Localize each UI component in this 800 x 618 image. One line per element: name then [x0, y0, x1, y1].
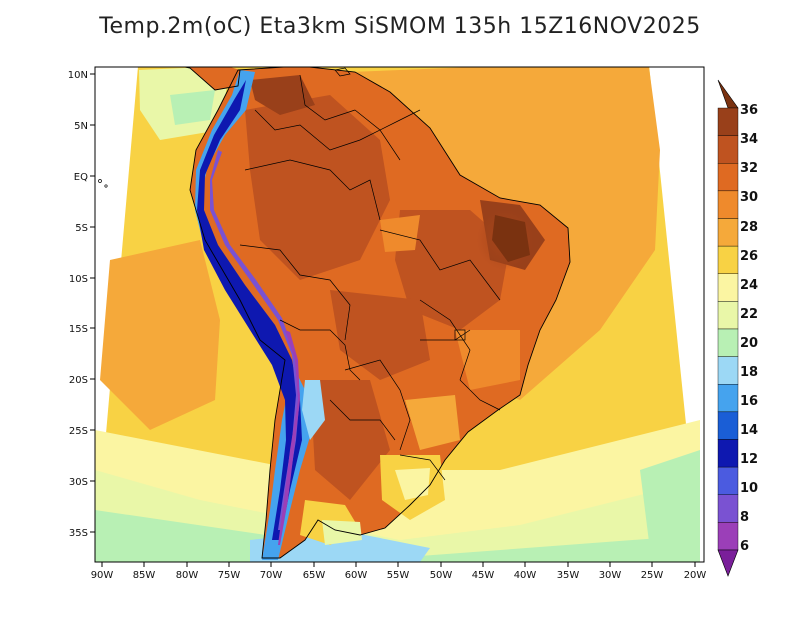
colorbar-segment	[717, 135, 739, 164]
lon-tick-label: 55W	[387, 570, 410, 581]
lon-tick-label: 75W	[218, 570, 241, 581]
lon-tick-label: 85W	[133, 570, 156, 581]
colorbar-segment	[717, 218, 739, 247]
colorbar-segment	[717, 494, 739, 523]
colorbar-label: 28	[740, 220, 758, 235]
colorbar-label: 20	[740, 336, 758, 351]
colorbar-label: 18	[740, 365, 758, 380]
colorbar-label: 30	[740, 190, 758, 205]
colorbar-label: 8	[740, 510, 749, 525]
lon-tick-label: 50W	[430, 570, 453, 581]
colorbar-label: 36	[740, 103, 758, 118]
lon-tick-label: 30W	[599, 570, 622, 581]
lat-tick-label: 20S	[69, 375, 88, 386]
lon-tick-label: 40W	[514, 570, 537, 581]
lon-tick-label: 90W	[91, 570, 114, 581]
colorbar-segment	[717, 384, 739, 413]
colorbar-label: 12	[740, 452, 758, 467]
lat-tick-label: 10S	[69, 274, 88, 285]
colorbar-label: 14	[740, 423, 758, 438]
country-borders	[239, 74, 501, 481]
colorbar-top-arrow	[717, 79, 739, 109]
lon-tick-label: 35W	[557, 570, 580, 581]
colorbar-segment	[717, 163, 739, 192]
colorbar-label: 10	[740, 481, 758, 496]
colorbar-segment	[717, 466, 739, 495]
colorbar-label: 32	[740, 161, 758, 176]
plot-frame	[94, 66, 705, 563]
colorbar-label: 26	[740, 249, 758, 264]
lon-axis: 90W 85W 80W 75W 70W 65W 60W 55W 50W 45W …	[91, 562, 707, 581]
colorbar-label: 24	[740, 278, 758, 293]
colorbar-label: 16	[740, 394, 758, 409]
lat-tick-label: 25S	[69, 426, 88, 437]
coastline	[189, 67, 571, 559]
colorbar-segment	[717, 356, 739, 385]
lat-tick-label: 5S	[75, 223, 88, 234]
colorbar-label: 6	[740, 539, 749, 554]
lon-tick-label: 60W	[345, 570, 368, 581]
lat-tick-label: 35S	[69, 528, 88, 539]
colorbar-segment	[717, 411, 739, 440]
map-title: Temp.2m(oC) Eta3km SiSMOM 135h 15Z16NOV2…	[99, 14, 701, 39]
lon-tick-label: 80W	[176, 570, 199, 581]
colorbar-segment	[717, 301, 739, 330]
lon-tick-label: 45W	[472, 570, 495, 581]
colorbar-label: 34	[740, 132, 758, 147]
lat-tick-label: 15S	[69, 324, 88, 335]
lat-tick-label: 5N	[74, 121, 88, 132]
temperature-field	[95, 67, 700, 562]
lat-tick-label: 30S	[69, 477, 88, 488]
lon-tick-label: 25W	[641, 570, 664, 581]
lat-tick-label: 10N	[68, 70, 88, 81]
colorbar-segment	[717, 107, 739, 136]
colorbar-label: 22	[740, 307, 758, 322]
colorbar-segment	[717, 273, 739, 302]
colorbar-segment	[717, 439, 739, 468]
colorbar-segment	[717, 328, 739, 357]
lat-tick-label: EQ	[74, 172, 88, 183]
colorbar: 36 34 32 30 28 26 24 22 20 18 16 14 12 1…	[717, 79, 758, 577]
lon-tick-label: 70W	[260, 570, 283, 581]
colorbar-segment	[717, 190, 739, 219]
lat-axis: 10N 5N EQ 5S 10S 15S 20S 25S 30S 35S	[68, 70, 95, 539]
colorbar-bottom-arrow	[717, 549, 739, 577]
colorbar-segment	[717, 245, 739, 274]
colorbar-segment	[717, 522, 739, 551]
lon-tick-label: 20W	[684, 570, 707, 581]
lon-tick-label: 65W	[303, 570, 326, 581]
